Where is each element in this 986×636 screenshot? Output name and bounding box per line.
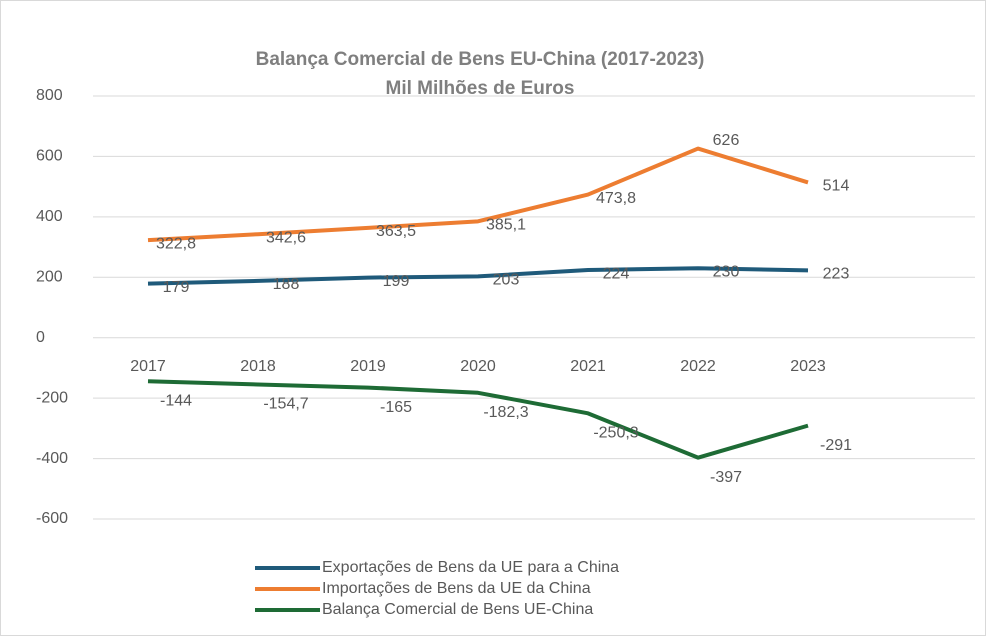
y-tick-label: 400	[36, 208, 63, 225]
series-line	[147, 379, 809, 460]
y-tick-label: 0	[36, 329, 45, 346]
data-label: -165	[380, 399, 412, 416]
x-tick-label: 2020	[460, 358, 496, 375]
data-label: -182,3	[483, 404, 528, 421]
legend-label: Exportações de Bens da UE para a China	[322, 559, 619, 576]
data-label: -250,3	[593, 425, 638, 442]
legend-label: Balança Comercial de Bens UE-China	[322, 601, 593, 618]
data-label: -291	[820, 437, 852, 454]
chart-subtitle: Mil Milhões de Euros	[386, 78, 575, 99]
x-tick-label: 2023	[790, 358, 826, 375]
data-label: 188	[273, 276, 300, 293]
data-label: 514	[823, 178, 850, 195]
series-line	[147, 266, 809, 286]
y-tick-label: -400	[36, 450, 68, 467]
x-tick-label: 2021	[570, 358, 606, 375]
y-tick-label: 200	[36, 269, 63, 286]
x-tick-label: 2022	[680, 358, 716, 375]
data-label: 626	[713, 132, 740, 149]
chart-title: Balança Comercial de Bens EU-China (2017…	[256, 49, 705, 70]
data-label: 199	[383, 273, 410, 290]
data-label: 230	[713, 263, 740, 280]
data-label: 385,1	[486, 217, 526, 234]
data-label: -154,7	[263, 396, 308, 413]
x-tick-label: 2018	[240, 358, 276, 375]
y-tick-label: 600	[36, 148, 63, 165]
legend-label: Importações de Bens da UE da China	[322, 580, 591, 597]
data-label: 322,8	[156, 235, 196, 252]
x-tick-label: 2019	[350, 358, 386, 375]
y-tick-label: -600	[36, 510, 68, 527]
x-tick-label: 2017	[130, 358, 166, 375]
data-label: 473,8	[596, 190, 636, 207]
data-label: 223	[823, 266, 850, 283]
data-label: 203	[493, 272, 520, 289]
data-label: 179	[163, 279, 190, 296]
series-line	[147, 146, 809, 243]
y-tick-label: 800	[36, 87, 63, 104]
y-tick-label: -200	[36, 389, 68, 406]
data-label: -144	[160, 392, 192, 409]
data-label: -397	[710, 469, 742, 486]
data-label: 224	[603, 265, 630, 282]
data-label: 363,5	[376, 223, 416, 240]
data-label: 342,6	[266, 229, 306, 246]
